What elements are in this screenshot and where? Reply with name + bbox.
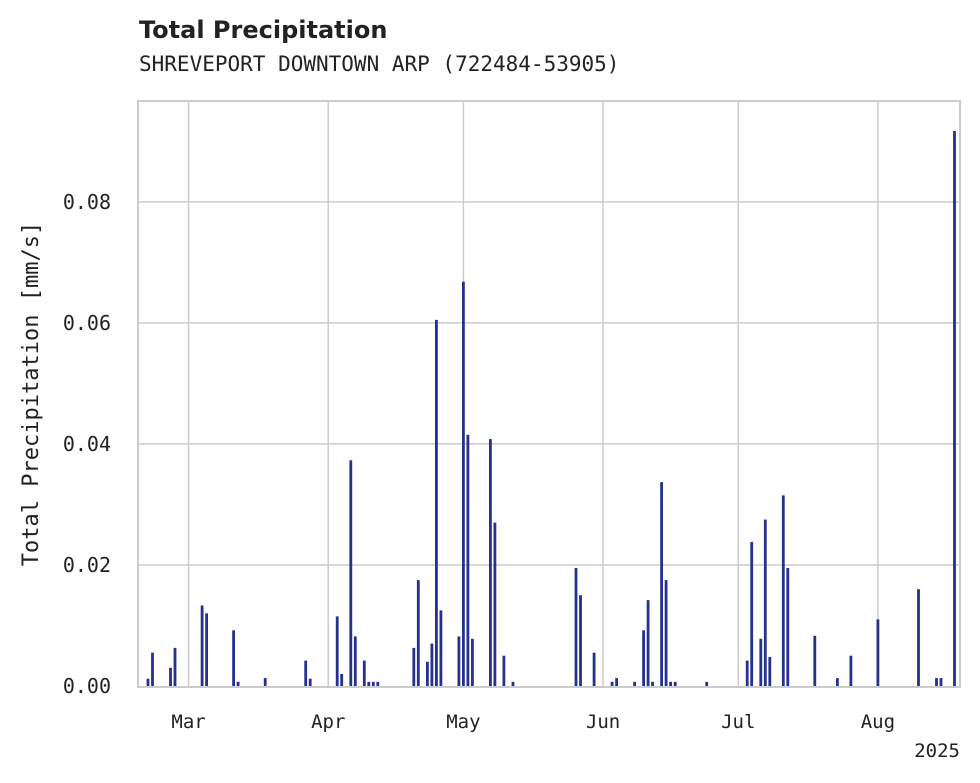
precipitation-bar [664,580,668,686]
precipitation-bar [457,636,461,686]
precipitation-bar [615,678,618,686]
y-tick-label: 0.04 [63,432,111,456]
x-axis-year-label: 2025 [914,740,960,762]
precipitation-bar [836,678,839,686]
precipitation-bar [353,636,357,686]
precipitation-bar [349,460,353,686]
precipitation-bar [462,281,465,686]
precipitation-bar [642,630,645,686]
precipitation-bar [173,647,177,686]
precipitation-bar [651,681,654,686]
precipitation-bar [367,681,371,686]
precipitation-bar [340,673,344,686]
precipitation-bar [813,635,817,686]
precipitation-bar [511,681,515,686]
y-axis-label: Total Precipitation [mm/s] [19,222,44,566]
precipitation-bar [263,678,267,686]
y-tick-label: 0.08 [63,190,111,214]
precipitation-bar [705,681,709,686]
y-tick-label: 0.00 [63,674,111,698]
precipitation-bar [759,638,763,686]
precipitation-bar [935,678,938,686]
precipitation-bar [660,482,663,686]
precipitation-bar [205,613,208,686]
x-axis-ticks: Mar Apr May Jun Jul Aug [171,711,895,733]
precipitation-bar [471,638,474,686]
precipitation-bar [876,619,880,686]
precipitation-bar [430,643,434,686]
y-tick-label: 0.02 [63,553,111,577]
precipitation-bar [232,630,235,686]
precipitation-bars [146,131,956,686]
chart-subtitle: SHREVEPORT DOWNTOWN ARP (722484-53905) [139,52,620,76]
chart-title: Total Precipitation [139,16,388,44]
plot-frame [137,100,961,688]
precipitation-bar [362,660,366,686]
x-tick-label: Jun [586,711,620,733]
precipitation-bar [673,681,677,686]
precipitation-bar [745,660,749,686]
precipitation-bar [917,589,920,686]
precipitation-bar [416,580,420,686]
precipitation-bar [669,681,672,686]
precipitation-bar [646,600,650,686]
precipitation-bar [151,652,154,686]
precipitation-bar [308,678,312,686]
precipitation-bar [849,655,853,686]
precipitation-bar [592,652,596,686]
precipitation-bar [750,542,754,686]
precipitation-bar [953,131,956,686]
x-tick-label: Aug [861,711,895,733]
x-tick-label: May [446,711,480,733]
precipitation-bar [493,522,497,686]
precipitation-bar [781,495,785,686]
precipitation-bar [786,568,790,686]
precipitation-bar [579,595,582,686]
x-tick-label: Mar [171,711,205,733]
precipitation-bar [335,616,339,686]
precipitation-bar [200,605,204,686]
y-tick-label: 0.06 [63,311,111,335]
precipitation-bar [466,434,470,686]
x-tick-label: Jul [721,711,755,733]
grid-lines [139,102,959,686]
precipitation-bar [412,647,416,686]
precipitation-bar [768,657,772,686]
precipitation-bar [371,681,375,686]
precipitation-bar [304,660,308,686]
precipitation-bar [939,678,943,686]
y-axis-ticks: 0.00 0.02 0.04 0.06 0.08 [63,190,111,698]
precipitation-bar [489,439,492,686]
precipitation-bar [169,667,172,686]
precipitation-bar [439,610,443,686]
precipitation-bar [633,681,636,686]
precipitation-bar [376,681,380,686]
precipitation-bar [502,655,506,686]
x-tick-label: Apr [311,711,345,733]
precipitation-bar [426,661,429,686]
precipitation-bar [763,519,767,686]
precipitation-bar [574,568,578,686]
precipitation-bar [236,681,240,686]
precipitation-bar [435,319,438,686]
precipitation-bar [610,681,614,686]
precipitation-bar [146,678,150,686]
